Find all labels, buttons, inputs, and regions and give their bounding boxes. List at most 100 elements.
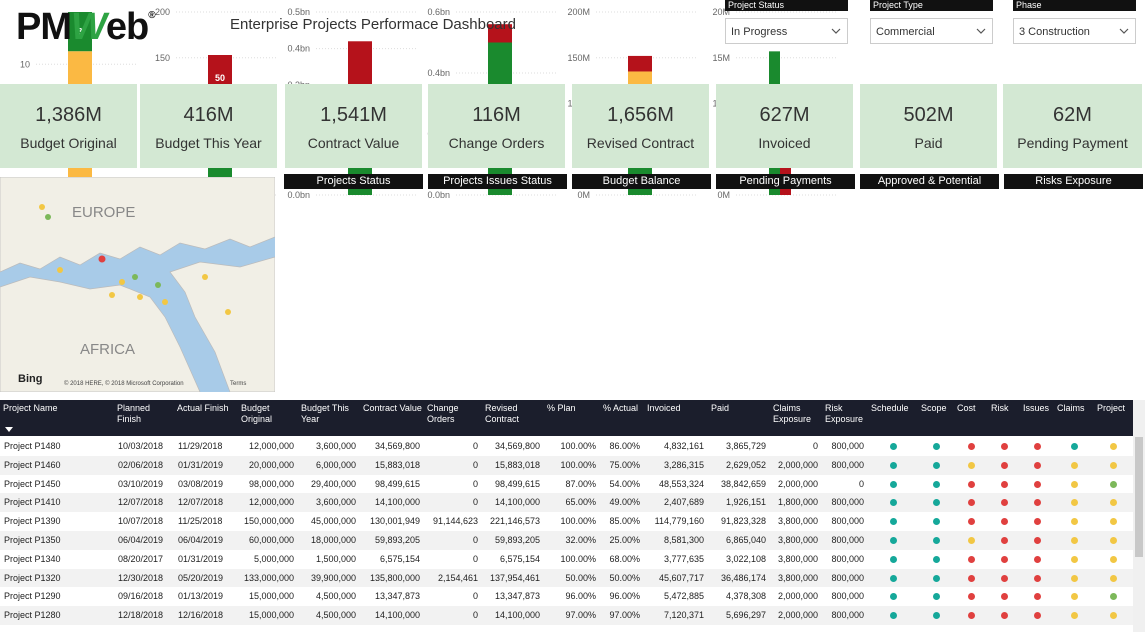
table-cell: 54.00% [609, 478, 640, 489]
filter-value: 3 Construction [1019, 26, 1090, 38]
table-cell: 3,600,000 [315, 441, 356, 451]
column-header[interactable]: Scope [921, 403, 947, 413]
filter-dropdown[interactable]: Commercial [870, 18, 993, 44]
column-header[interactable]: Revised Contract [485, 403, 520, 424]
y-tick-label: 0.4bn [287, 44, 310, 54]
table-cell: 0 [472, 459, 478, 470]
table-row[interactable]: Project P1320 12/30/2018 05/20/2019 133,000… [0, 568, 1133, 588]
status-dot [1070, 555, 1078, 563]
kpi-value: 627M [759, 104, 810, 126]
kpi-card: 62M Pending Payment [1003, 84, 1142, 168]
table-row[interactable]: Project P1460 02/06/2018 01/31/2019 20,000,… [0, 455, 1133, 475]
scrollbar-thumb[interactable] [1135, 437, 1143, 557]
table-cell: 59,893,205 [374, 535, 420, 545]
table-cell: 3,865,729 [725, 441, 766, 451]
table-cell: 130,001,949 [369, 516, 420, 527]
status-dot [1000, 499, 1008, 507]
column-header[interactable]: Paid [711, 403, 730, 413]
dropdown-arrow [1119, 28, 1129, 34]
table-cell: 29,400,000 [310, 478, 356, 489]
status-dot [889, 480, 897, 488]
column-header[interactable]: Claims [1057, 403, 1085, 413]
column-header[interactable]: Cost [957, 403, 976, 413]
column-header[interactable]: Claims Exposure [773, 403, 812, 424]
y-tick-label: 20M [712, 7, 730, 17]
table-row[interactable]: Project P1410 12/07/2018 12/07/2018 12,000,… [0, 493, 1133, 513]
table-row[interactable]: Project P1280 12/18/2018 12/16/2018 15,000,… [0, 606, 1133, 625]
status-dot [1070, 461, 1078, 469]
table-row[interactable]: Project P1350 06/04/2019 06/04/2019 60,000,… [0, 531, 1133, 550]
filter-dropdown[interactable]: 3 Construction [1013, 18, 1136, 44]
table-cell: 1,800,000 [777, 497, 818, 508]
logo-part: PM [16, 6, 72, 48]
column-header[interactable]: Contract Value [363, 403, 422, 413]
table-cell: 86.00% [609, 441, 640, 451]
table-cell: 0 [472, 610, 478, 621]
status-dot [1033, 499, 1041, 507]
filter-dropdown[interactable]: In Progress [725, 18, 848, 44]
column-header[interactable]: Risk [991, 403, 1009, 413]
table-cell: 03/08/2019 [178, 478, 224, 489]
table-cell: 12/16/2018 [178, 610, 224, 621]
status-dot [1000, 612, 1008, 620]
table-cell: 08/20/2017 [118, 553, 164, 564]
column-header[interactable]: Schedule [871, 403, 909, 413]
table-cell: Project P1290 [4, 591, 61, 602]
table-cell: 800,000 [831, 553, 864, 564]
table-cell: 12,000,000 [248, 441, 294, 451]
table-cell: 91,823,328 [720, 516, 766, 527]
column-header[interactable]: Project [1097, 403, 1126, 413]
y-tick-label: 0M [577, 190, 590, 200]
status-dot [967, 612, 975, 620]
column-header[interactable]: Change Orders [427, 403, 459, 424]
column-header[interactable]: Planned Finish [117, 403, 151, 424]
table-cell: 98,499,615 [374, 478, 420, 489]
table-cell: 6,575,154 [499, 553, 540, 564]
table-row[interactable]: Project P1450 03/10/2019 03/08/2019 98,000,… [0, 474, 1133, 494]
column-header[interactable]: Risk Exposure [825, 403, 864, 424]
status-dot [1110, 574, 1117, 582]
kpi-label: Paid [914, 135, 943, 151]
column-header[interactable]: % Plan [547, 403, 576, 413]
table-row[interactable]: Project P1390 10/07/2018 11/25/2018 150,000… [0, 512, 1133, 531]
table-cell: 7,120,371 [663, 610, 704, 621]
status-dot [889, 555, 897, 563]
kpi-card: 116M Change Orders [428, 84, 565, 168]
table-cell: 2,000,000 [777, 591, 818, 602]
column-header[interactable]: Budget This Year [301, 403, 349, 424]
column-header[interactable]: % Actual [603, 403, 639, 413]
table-cell: 800,000 [831, 516, 864, 527]
data-table: Project Name Planned Finish Actual Finish B… [0, 400, 1133, 632]
map[interactable]: EUROPE AFRICA Bing © 2018 HERE, © 2018 M… [0, 177, 275, 392]
kpi-label: Pending Payment [1017, 135, 1128, 151]
status-dot [1110, 537, 1117, 544]
table-cell: 20,000,000 [248, 459, 294, 470]
map-terms[interactable]: Terms [230, 381, 246, 387]
column-header[interactable]: Invoiced [647, 403, 681, 413]
status-dot [889, 574, 897, 582]
map-brand: Bing [18, 373, 42, 385]
table-row[interactable]: Project P1480 10/03/2018 11/29/2018 12,000,… [0, 437, 1133, 456]
table-row[interactable]: Project P1340 08/20/2017 01/31/2019 5,000,0… [0, 549, 1133, 569]
filter-label: Project Type [870, 0, 993, 11]
column-header[interactable]: Issues [1023, 403, 1050, 413]
filter-label: Phase [1013, 0, 1136, 11]
sort-indicator[interactable] [5, 427, 13, 432]
table-cell: 96.00% [609, 591, 640, 602]
column-header[interactable]: Project Name [3, 403, 58, 413]
column-header[interactable]: Budget Original [241, 403, 273, 424]
table-cell: 87.00% [565, 478, 596, 489]
table-cell: 3,800,000 [777, 553, 818, 564]
table-cell: 38,842,659 [720, 478, 766, 489]
table-cell: 11/25/2018 [178, 516, 223, 527]
status-dot [1070, 499, 1078, 507]
table-row[interactable]: Project P1290 09/16/2018 01/13/2019 15,000,… [0, 587, 1133, 607]
column-header[interactable]: Actual Finish [177, 403, 229, 413]
chart-title: Projects Status [284, 174, 423, 189]
status-dot [932, 537, 940, 544]
map-label: EUROPE [72, 204, 135, 221]
status-dot [932, 574, 940, 582]
table-cell: 98,499,615 [494, 478, 540, 489]
kpi-card: 416M Budget This Year [140, 84, 277, 168]
kpi-label: Revised Contract [586, 135, 695, 151]
